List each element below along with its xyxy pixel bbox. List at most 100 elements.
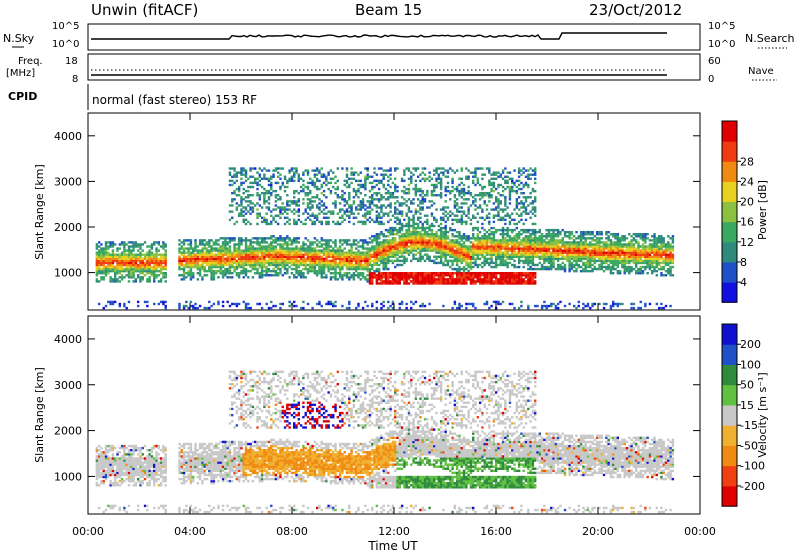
heatmap-cell	[295, 272, 298, 275]
heatmap-cell	[210, 276, 213, 279]
heatmap-cell	[364, 185, 367, 189]
heatmap-cell	[318, 257, 321, 261]
heatmap-cell	[449, 278, 452, 281]
heatmap-cell	[508, 239, 512, 242]
heatmap-cell	[182, 276, 186, 279]
heatmap-cell	[515, 204, 519, 207]
heatmap-cell	[290, 200, 294, 203]
heatmap-cell	[497, 249, 500, 252]
heatmap-cell	[343, 218, 346, 222]
heatmap-cell	[421, 233, 424, 236]
heatmap-cell	[529, 259, 532, 263]
heatmap-cell	[414, 241, 418, 244]
heatmap-cell	[460, 251, 463, 254]
heatmap-cell	[164, 249, 167, 252]
heatmap-cell	[159, 265, 163, 269]
heatmap-cell	[389, 243, 392, 246]
heatmap-cell	[196, 263, 200, 267]
heatmap-cell	[329, 278, 333, 281]
heatmap-cell	[410, 171, 413, 174]
heatmap-cell	[414, 191, 418, 195]
heatmap-cell	[189, 265, 193, 269]
heatmap-cell	[364, 265, 367, 269]
heatmap-cell	[375, 278, 379, 281]
heatmap-cell	[198, 253, 202, 256]
heatmap-cell	[242, 251, 245, 254]
heatmap-cell	[476, 278, 480, 281]
heatmap-cell	[449, 282, 452, 285]
heatmap-cell	[472, 274, 475, 277]
heatmap-cell	[132, 243, 135, 246]
heatmap-cell	[520, 280, 523, 283]
heatmap-cell	[410, 200, 413, 203]
heatmap-cell	[139, 278, 142, 281]
heatmap-cell	[141, 269, 144, 273]
heatmap-cell	[377, 249, 381, 252]
heatmap-cell	[320, 210, 323, 213]
heatmap-cell	[508, 243, 512, 246]
heatmap-cell	[371, 239, 374, 242]
heatmap-cell	[446, 243, 450, 246]
heatmap-cell	[162, 245, 165, 248]
heatmap-cell	[556, 233, 560, 236]
heatmap-cell	[263, 200, 266, 203]
heatmap-cell	[377, 274, 381, 277]
heatmap-cell	[396, 233, 399, 236]
heatmap-cell	[556, 228, 560, 232]
heatmap-cell	[377, 198, 381, 201]
heatmap-cell	[359, 185, 362, 189]
heatmap-cell	[205, 257, 209, 261]
heatmap-cell	[274, 261, 278, 265]
heatmap-cell	[423, 247, 427, 250]
heatmap-cell	[414, 194, 418, 197]
heatmap-cell	[403, 247, 406, 250]
heatmap-cell	[412, 233, 415, 236]
heatmap-cell	[338, 241, 342, 244]
heatmap-cell	[286, 263, 289, 267]
heatmap-cell	[416, 167, 420, 170]
heatmap-cell	[384, 263, 388, 267]
heatmap-cell	[366, 212, 369, 215]
heatmap-cell	[354, 263, 358, 267]
heatmap-cell	[458, 241, 461, 244]
heatmap-cell	[478, 204, 482, 207]
heatmap-cell	[265, 245, 268, 248]
heatmap-cell	[361, 183, 365, 187]
heatmap-cell	[338, 202, 342, 205]
heatmap-cell	[419, 237, 422, 240]
heatmap-cell	[274, 247, 278, 250]
heatmap-cell	[527, 212, 530, 215]
heatmap-cell	[538, 267, 541, 271]
heatmap-cell	[132, 265, 135, 269]
heatmap-cell	[375, 220, 379, 224]
heatmap-cell	[341, 263, 344, 267]
heatmap-cell	[270, 306, 273, 310]
heatmap-cell	[490, 241, 493, 244]
heatmap-cell	[435, 243, 438, 246]
heatmap-cell	[387, 276, 390, 279]
heatmap-cell	[550, 235, 553, 238]
heatmap-cell	[189, 263, 193, 267]
heatmap-cell	[474, 173, 477, 176]
heatmap-cell	[455, 306, 459, 310]
heatmap-cell	[265, 212, 268, 215]
heatmap-cell	[329, 267, 333, 271]
heatmap-cell	[442, 226, 445, 230]
heatmap-cell	[336, 278, 340, 281]
heatmap-cell	[511, 255, 514, 258]
heatmap-cell	[221, 265, 225, 269]
heatmap-cell	[394, 226, 397, 230]
heatmap-cell	[244, 200, 248, 203]
heatmap-cell	[219, 249, 222, 252]
heatmap-cell	[396, 259, 399, 263]
heatmap-cell	[414, 208, 418, 211]
heatmap-cell	[467, 263, 470, 267]
heatmap-cell	[283, 222, 287, 226]
heatmap-cell	[201, 259, 204, 263]
heatmap-cell	[453, 228, 457, 232]
heatmap-cell	[251, 181, 255, 185]
heatmap-cell	[299, 272, 303, 275]
heatmap-cell	[483, 191, 486, 195]
heatmap-cell	[302, 171, 305, 174]
heatmap-cell	[270, 259, 273, 263]
